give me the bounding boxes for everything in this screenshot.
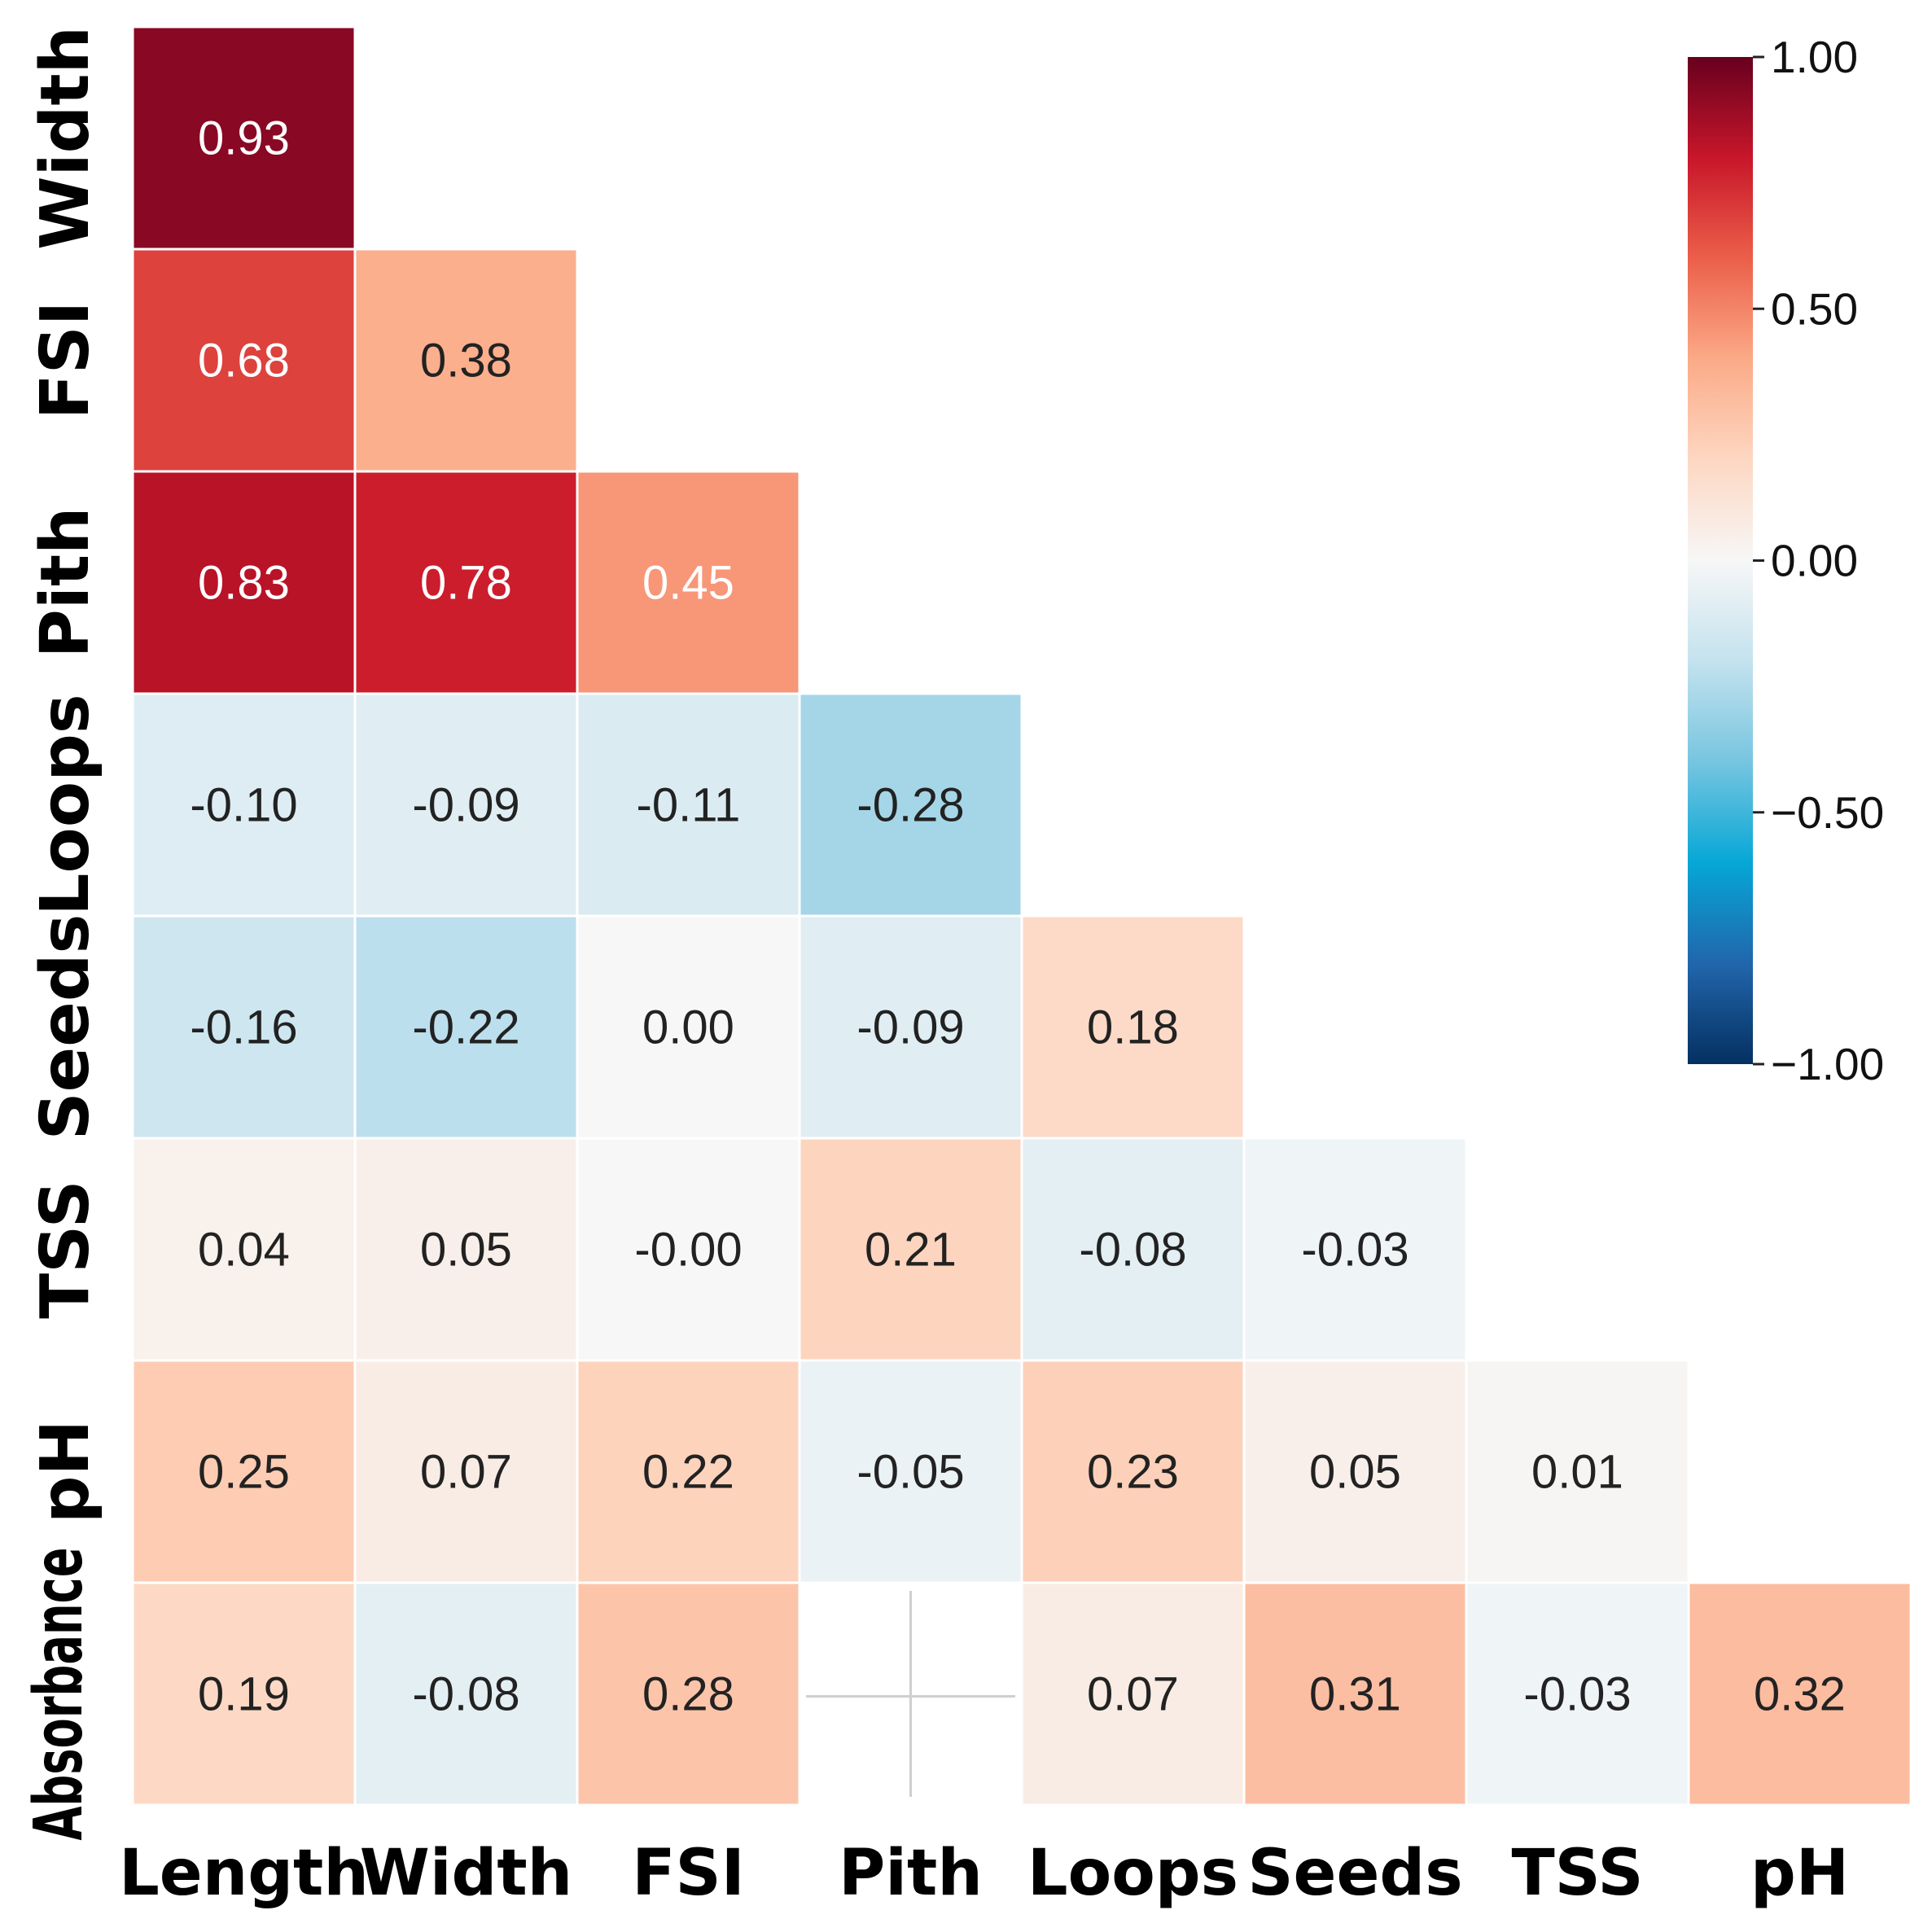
cell-value-label: -0.00 [634,1224,742,1277]
heatmap-cell [798,1359,1023,1584]
colorbar-tick-label: −1.00 [1771,1039,1884,1089]
cell-value-label: 0.78 [420,557,512,610]
heatmap-cell [131,248,357,473]
column-label: pH [1750,1837,1849,1910]
cell-value-label: -0.05 [856,1446,964,1499]
colorbar: 1.00 0.50 0.00 −0.50 −1.00 [1688,32,1884,1089]
row-label: FSI [27,301,104,420]
heatmap-cell [131,1359,357,1584]
column-label: Seeds [1247,1837,1462,1910]
row-label: pH [27,1420,104,1523]
cell-value-label: -0.08 [412,1668,519,1721]
cell-value-label: -0.16 [190,1001,297,1054]
cell-value-label: 0.00 [642,1001,734,1054]
column-label: Pith [839,1837,983,1910]
cell-value-label: 0.83 [198,557,290,610]
heatmap-cells: 0.93 0.68 0.38 0.83 0.78 0.45 -0.10 -0.09 -0.11 -… [131,25,1912,1807]
heatmap-cell [576,1581,801,1807]
cell-value-label: -0.03 [1301,1224,1408,1277]
heatmap-cell [353,1359,579,1584]
colorbar-gradient [1688,57,1753,1064]
cell-value-label: 0.07 [420,1446,512,1499]
column-label: Width [360,1837,572,1910]
column-label: Loops [1027,1837,1238,1910]
column-label: TSS [1511,1837,1643,1910]
cell-value-label: -0.09 [412,779,519,832]
heatmap-cell [353,1137,579,1362]
cell-value-label: 0.31 [1309,1668,1401,1721]
heatmap-cell [131,1581,357,1807]
colorbar-tick-label: 0.50 [1771,283,1858,334]
heatmap-cell [1242,1359,1468,1584]
cell-value-label: 0.25 [198,1446,290,1499]
row-label: Width [27,26,104,250]
heatmap-cell [1020,1137,1246,1362]
heatmap-cell [576,1137,801,1362]
colorbar-tick-label: 1.00 [1771,32,1858,82]
heatmap-cell [1020,914,1246,1140]
cell-value-label: -0.09 [856,1001,964,1054]
cell-value-label: 0.23 [1087,1446,1179,1499]
cell-value-label: 0.93 [198,112,290,165]
column-label: FSI [632,1837,744,1910]
row-label: Pith [27,507,104,659]
colorbar-tick-label: −0.50 [1771,787,1884,838]
heatmap-cell [1242,1581,1468,1807]
cell-value-label: 0.05 [1309,1446,1401,1499]
cell-value-label: -0.22 [412,1001,519,1054]
cell-value-label: 0.01 [1531,1446,1623,1499]
cell-value-label: 0.22 [642,1446,734,1499]
row-label: Seeds [27,914,104,1141]
cell-value-label: -0.08 [1079,1224,1186,1277]
heatmap-cell [353,692,579,918]
heatmap-cell [1242,1137,1468,1362]
cell-value-label: 0.07 [1087,1668,1179,1721]
cell-value-label: -0.03 [1523,1668,1631,1721]
row-label: TSS [27,1180,104,1318]
row-label: Absorbance [20,1548,98,1841]
cell-value-label: 0.45 [642,557,734,610]
colorbar-tick-label: 0.00 [1771,536,1858,586]
heatmap-cell [353,248,579,473]
cell-value-label: 0.18 [1087,1001,1179,1054]
heatmap-cell [353,470,579,695]
cell-value-label: -0.11 [637,779,741,832]
cell-value-label: 0.04 [198,1224,290,1277]
cell-value-label: 0.21 [865,1224,957,1277]
cell-value-label: 0.68 [198,335,290,388]
row-label: Loops [27,694,104,915]
cell-value-label: 0.05 [420,1224,512,1277]
heatmap-cell [131,470,357,695]
cell-value-label: 0.19 [198,1668,290,1721]
cell-value-label: 0.32 [1754,1668,1846,1721]
heatmap-cell [576,470,801,695]
heatmap-cell [576,914,801,1140]
heatmap-cell [131,25,357,251]
column-label: Length [119,1837,369,1910]
heatmap-cell [798,914,1023,1140]
heatmap-cell [798,692,1023,918]
heatmap-cell [1020,1581,1246,1807]
cell-value-label: -0.28 [856,779,964,832]
heatmap-cell [1465,1359,1690,1584]
heatmap-cell [1687,1581,1912,1807]
heatmap-cell [798,1137,1023,1362]
cell-value-label: 0.28 [642,1668,734,1721]
heatmap-cell [131,1137,357,1362]
cell-value-label: 0.38 [420,335,512,388]
cell-value-label: -0.10 [190,779,297,832]
heatmap-cell [353,914,579,1140]
